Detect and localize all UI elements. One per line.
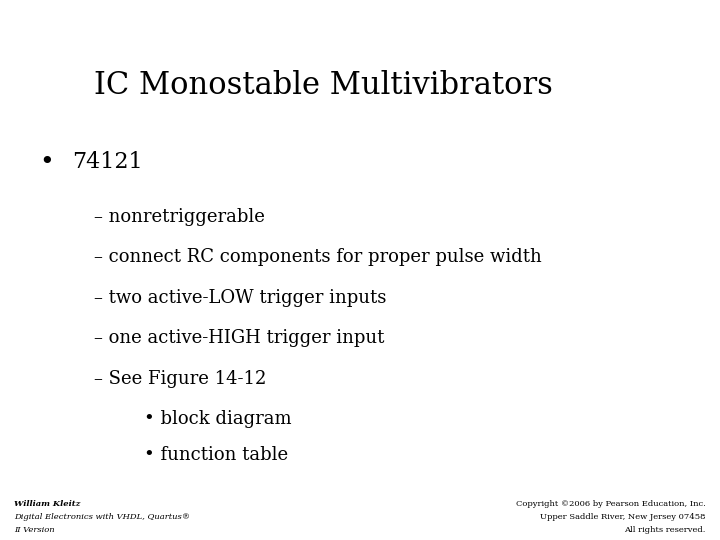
Text: 74121: 74121 bbox=[72, 151, 143, 173]
Text: All rights reserved.: All rights reserved. bbox=[624, 526, 706, 535]
Text: IC Monostable Multivibrators: IC Monostable Multivibrators bbox=[94, 70, 552, 101]
Text: – connect RC components for proper pulse width: – connect RC components for proper pulse… bbox=[94, 248, 541, 266]
Text: William Kleitz: William Kleitz bbox=[14, 500, 81, 508]
Text: – nonretriggerable: – nonretriggerable bbox=[94, 208, 264, 226]
Text: • block diagram: • block diagram bbox=[144, 410, 292, 428]
Text: Upper Saddle River, New Jersey 07458: Upper Saddle River, New Jersey 07458 bbox=[540, 513, 706, 521]
Text: II Version: II Version bbox=[14, 526, 55, 535]
Text: – See Figure 14-12: – See Figure 14-12 bbox=[94, 370, 266, 388]
Text: Digital Electronics with VHDL, Quartus®: Digital Electronics with VHDL, Quartus® bbox=[14, 513, 191, 521]
Text: •: • bbox=[40, 151, 54, 174]
Text: • function table: • function table bbox=[144, 446, 288, 463]
Text: – two active-LOW trigger inputs: – two active-LOW trigger inputs bbox=[94, 289, 386, 307]
Text: Copyright ©2006 by Pearson Education, Inc.: Copyright ©2006 by Pearson Education, In… bbox=[516, 500, 706, 508]
Text: – one active-HIGH trigger input: – one active-HIGH trigger input bbox=[94, 329, 384, 347]
